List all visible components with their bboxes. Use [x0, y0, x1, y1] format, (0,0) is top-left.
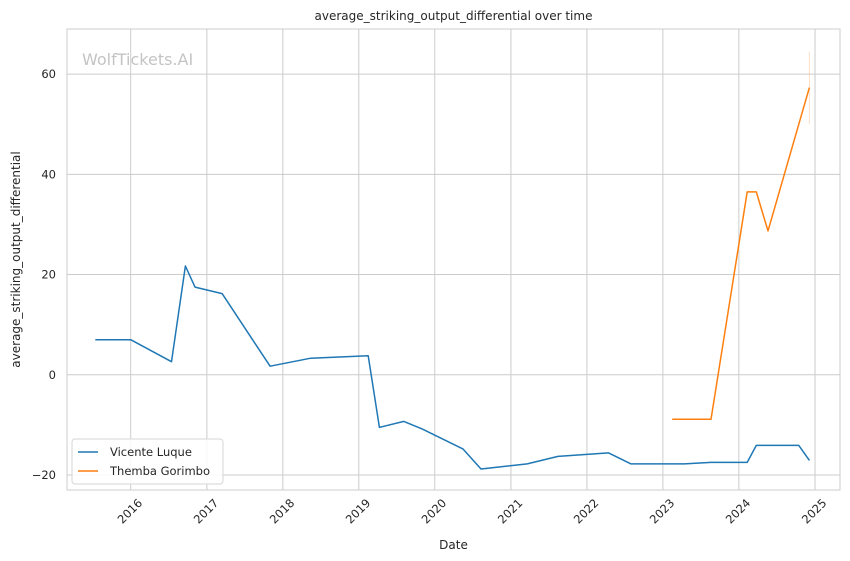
legend-entry: Themba Gorimbo	[109, 464, 210, 478]
y-axis-ticks: −20 0 20 40 60	[32, 67, 56, 482]
series-layer	[95, 51, 811, 470]
x-axis-ticks: 2016 2017 2018 2019 2020 2021 2022 2023 2024 2025	[115, 496, 830, 527]
legend-box	[71, 438, 224, 485]
plot-frame	[66, 28, 841, 491]
y-axis-label: average_striking_output_differential	[9, 151, 23, 367]
chart-title: average_striking_output_differential ove…	[315, 9, 593, 23]
y-tick-label: 0	[49, 368, 56, 382]
legend: Vicente Luque Themba Gorimbo	[71, 438, 224, 485]
grid	[67, 29, 840, 490]
series-line-2	[672, 87, 811, 421]
y-tick-label: −20	[32, 468, 56, 482]
x-axis-label: Date	[439, 538, 468, 552]
y-tick-label: 40	[41, 167, 56, 181]
y-tick-label: 60	[41, 67, 56, 81]
legend-entry: Vicente Luque	[110, 445, 192, 459]
y-tick-label: 20	[41, 268, 56, 282]
watermark-text: WolfTickets.AI	[82, 50, 193, 69]
series-line-1	[95, 265, 811, 470]
